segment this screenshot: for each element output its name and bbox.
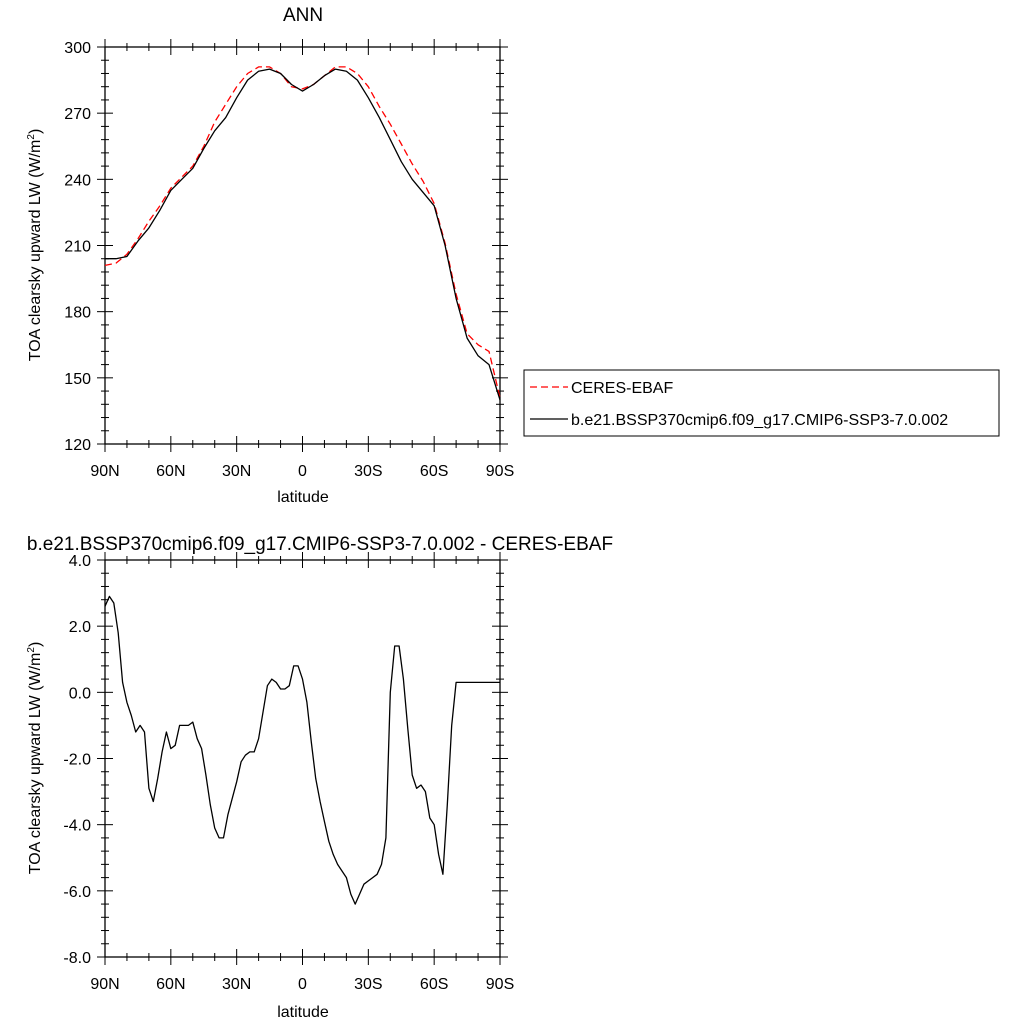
- series-line-model: [104, 595, 500, 905]
- x-tick-label: 90S: [486, 976, 514, 993]
- bottom-y-axis-label: TOA clearsky upward LW (W/m2): [26, 642, 44, 875]
- x-tick-label: 60N: [156, 463, 185, 480]
- y-tick-label: 0.0: [69, 685, 91, 702]
- y-tick-label: -4.0: [63, 818, 91, 835]
- x-tick-label: 90N: [90, 463, 119, 480]
- bottom-x-ticks: 90N 60N 30N 0 30S 60S 90S: [90, 552, 514, 993]
- y-tick-label: 120: [64, 437, 91, 454]
- x-tick-label: 60N: [156, 976, 185, 993]
- x-tick-label: 0: [298, 463, 307, 480]
- x-tick-label: 90S: [486, 463, 514, 480]
- top-y-axis-label: TOA clearsky upward LW (W/m2): [26, 129, 44, 362]
- x-tick-label: 30S: [354, 976, 382, 993]
- bottom-panel: b.e21.BSSP370cmip6.f09_g17.CMIP6-SSP3-7.…: [26, 534, 613, 1021]
- y-tick-label: 210: [64, 239, 91, 256]
- legend: CERES-EBAF b.e21.BSSP370cmip6.f09_g17.CM…: [523, 369, 1000, 437]
- y-tick-label: -2.0: [63, 752, 91, 769]
- legend-label-model: b.e21.BSSP370cmip6.f09_g17.CMIP6-SSP3-7.…: [571, 412, 948, 429]
- x-tick-label: 60S: [420, 976, 448, 993]
- x-tick-label: 30N: [222, 463, 251, 480]
- top-panel: ANN 120 150 180 210 240 270 300 90N 60N 30N 0 30S 6…: [26, 5, 1000, 506]
- y-tick-label: 150: [64, 371, 91, 388]
- top-chart-title: ANN: [283, 5, 323, 26]
- x-tick-label: 0: [298, 976, 307, 993]
- x-tick-label: 30S: [354, 463, 382, 480]
- legend-box: [523, 369, 1000, 437]
- series-line-model: [105, 68, 501, 401]
- series-line-ceres: [104, 66, 501, 398]
- top-y-ticks: 120 150 180 210 240 270 300: [64, 40, 508, 454]
- top-series-lines: [104, 66, 501, 401]
- y-tick-label: 240: [64, 172, 91, 189]
- x-tick-label: 30N: [222, 976, 251, 993]
- y-tick-label: 270: [64, 106, 91, 123]
- y-tick-label: -8.0: [63, 950, 91, 967]
- top-plot-frame: [104, 46, 501, 445]
- bottom-series-lines: [104, 595, 500, 905]
- y-tick-label: 180: [64, 305, 91, 322]
- y-tick-label: -6.0: [63, 884, 91, 901]
- y-tick-label: 4.0: [69, 553, 91, 570]
- bottom-x-axis-label: latitude: [277, 1004, 329, 1021]
- bottom-chart-title: b.e21.BSSP370cmip6.f09_g17.CMIP6-SSP3-7.…: [27, 534, 613, 555]
- y-tick-label: 2.0: [69, 619, 91, 636]
- legend-label-ceres: CERES-EBAF: [571, 380, 673, 397]
- bottom-y-ticks: -8.0 -6.0 -4.0 -2.0 0.0 2.0 4.0: [63, 553, 508, 967]
- x-tick-label: 60S: [420, 463, 448, 480]
- x-tick-label: 90N: [90, 976, 119, 993]
- top-x-ticks: 90N 60N 30N 0 30S 60S 90S: [90, 39, 514, 480]
- y-tick-label: 300: [64, 40, 91, 57]
- bottom-plot-frame: [104, 559, 501, 958]
- top-x-axis-label: latitude: [277, 489, 329, 506]
